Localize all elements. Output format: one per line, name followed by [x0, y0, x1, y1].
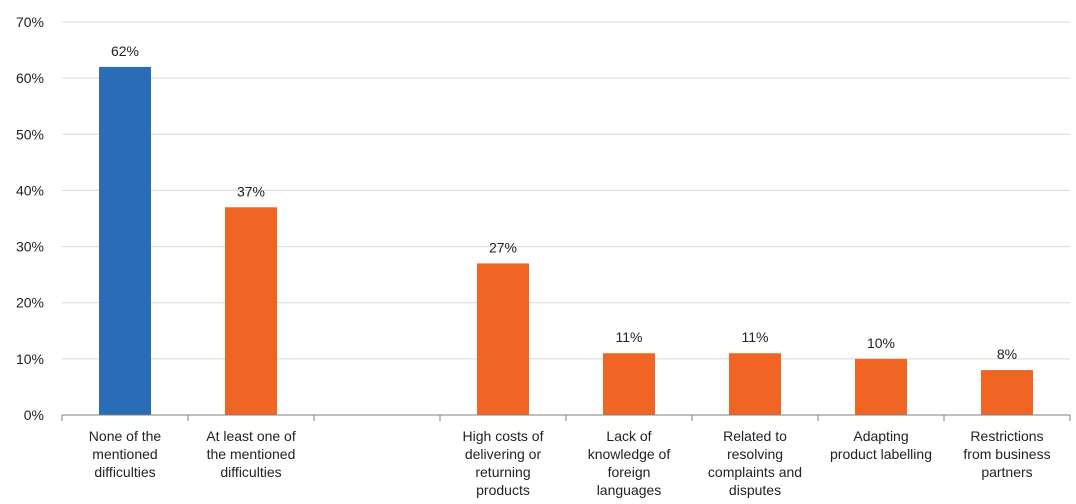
bar	[981, 370, 1033, 415]
data-label: 37%	[237, 183, 265, 199]
category-label: foreign	[608, 464, 651, 480]
category-label: Lack of	[606, 428, 651, 444]
bars	[99, 66, 1033, 416]
y-tick-label: 40%	[16, 182, 44, 198]
data-label: 10%	[867, 335, 895, 351]
category-label: disputes	[729, 482, 781, 498]
gridlines	[62, 21, 1070, 360]
category-label: products	[476, 482, 530, 498]
category-label: product labelling	[830, 446, 932, 462]
category-label: from business	[963, 446, 1050, 462]
bar	[729, 353, 781, 415]
category-label: delivering or	[465, 446, 542, 462]
category-label: complaints and	[708, 464, 802, 480]
bar	[477, 263, 529, 415]
category-label: knowledge of	[588, 446, 671, 462]
category-label: languages	[597, 482, 662, 498]
bar	[855, 358, 907, 415]
y-tick-label: 10%	[16, 351, 44, 367]
x-axis	[61, 414, 1071, 421]
category-label: mentioned	[92, 446, 157, 462]
y-tick-label: 0%	[24, 407, 44, 423]
y-tick-label: 50%	[16, 126, 44, 142]
category-label: difficulties	[220, 464, 281, 480]
category-label: resolving	[727, 446, 783, 462]
data-label: 27%	[489, 239, 517, 255]
x-axis-category-labels: None of the mentioned difficulties At least…	[89, 428, 1051, 498]
y-tick-label: 60%	[16, 70, 44, 86]
data-label: 8%	[997, 346, 1017, 362]
category-label: At least one of	[206, 428, 296, 444]
bar	[603, 353, 655, 415]
bar	[99, 66, 151, 416]
data-label: 11%	[616, 329, 643, 345]
category-label: Related to	[723, 428, 787, 444]
category-label: difficulties	[94, 464, 155, 480]
bar	[225, 207, 277, 415]
data-label: 62%	[111, 43, 139, 59]
data-label: 11%	[742, 329, 769, 345]
category-label: Restrictions	[970, 428, 1043, 444]
category-label: partners	[981, 464, 1032, 480]
y-tick-label: 30%	[16, 239, 44, 255]
category-label: Adapting	[853, 428, 908, 444]
category-label: returning	[475, 464, 530, 480]
y-tick-label: 20%	[16, 295, 44, 311]
category-label: the mentioned	[207, 446, 296, 462]
y-axis-tick-labels: 0% 10% 20% 30% 40% 50% 60% 70%	[16, 14, 44, 423]
y-tick-label: 70%	[16, 14, 44, 30]
data-labels: 62% 37% 27% 11% 11% 10% 8%	[111, 43, 1017, 362]
category-label: None of the	[89, 428, 162, 444]
category-label: High costs of	[463, 428, 544, 444]
